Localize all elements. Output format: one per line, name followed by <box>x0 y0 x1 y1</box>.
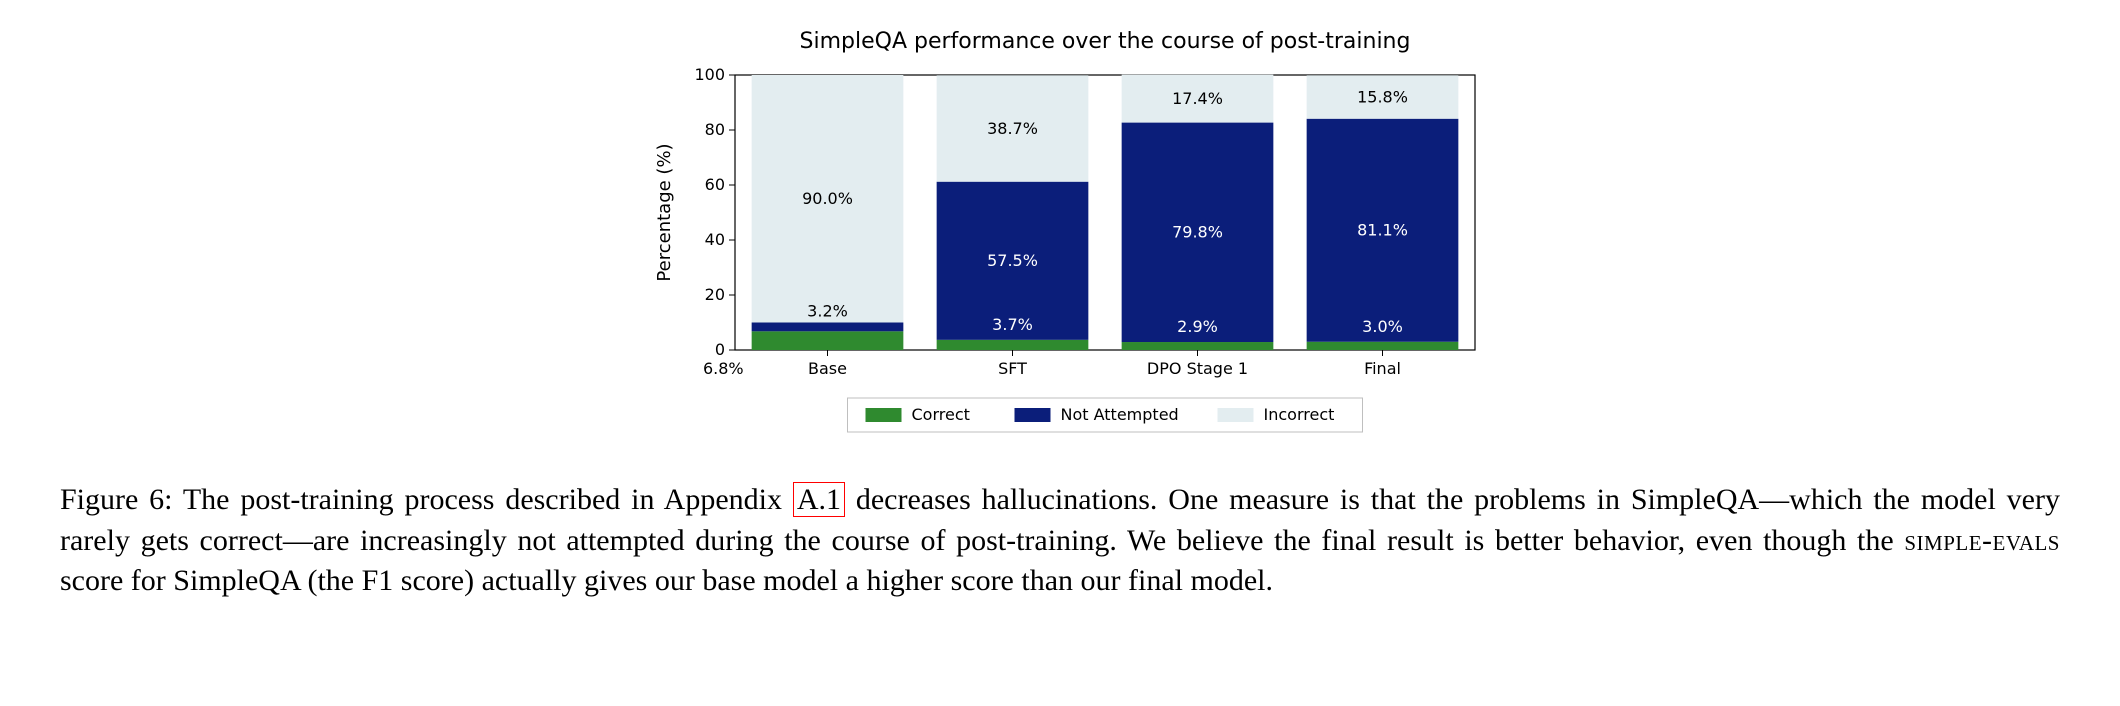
svg-text:2.9%: 2.9% <box>1177 317 1218 336</box>
figure-label: Figure 6: <box>60 483 173 516</box>
svg-text:Percentage (%): Percentage (%) <box>654 143 675 281</box>
svg-text:3.0%: 3.0% <box>1362 317 1403 336</box>
figure-6: SimpleQA performance over the course of … <box>60 20 2060 602</box>
svg-text:3.2%: 3.2% <box>807 302 848 321</box>
appendix-link[interactable]: A.1 <box>793 482 845 517</box>
chart-container: SimpleQA performance over the course of … <box>60 20 2060 450</box>
caption-text-1: The post-training process described in A… <box>173 483 793 516</box>
svg-text:3.7%: 3.7% <box>992 315 1033 334</box>
svg-text:Incorrect: Incorrect <box>1264 405 1335 424</box>
svg-text:SFT: SFT <box>998 359 1027 378</box>
svg-text:Final: Final <box>1364 359 1401 378</box>
svg-text:Base: Base <box>808 359 847 378</box>
svg-text:17.4%: 17.4% <box>1172 89 1223 108</box>
svg-text:79.8%: 79.8% <box>1172 223 1223 242</box>
caption-smallcaps: simple-evals <box>1904 524 2060 557</box>
svg-text:15.8%: 15.8% <box>1357 87 1408 106</box>
svg-text:38.7%: 38.7% <box>987 119 1038 138</box>
svg-text:80: 80 <box>705 120 725 139</box>
svg-text:Not Attempted: Not Attempted <box>1061 405 1179 424</box>
svg-text:SimpleQA performance over the: SimpleQA performance over the course of … <box>800 29 1411 54</box>
svg-text:Correct: Correct <box>912 405 970 424</box>
svg-text:DPO Stage 1: DPO Stage 1 <box>1147 359 1248 378</box>
figure-caption: Figure 6: The post-training process desc… <box>60 480 2060 602</box>
caption-text-3: score for SimpleQA (the F1 score) actual… <box>60 564 1273 597</box>
svg-text:0: 0 <box>715 340 725 359</box>
simpleqa-chart: SimpleQA performance over the course of … <box>560 20 1560 450</box>
svg-text:20: 20 <box>705 285 725 304</box>
svg-text:6.8%: 6.8% <box>703 359 744 378</box>
svg-text:57.5%: 57.5% <box>987 251 1038 270</box>
svg-text:81.1%: 81.1% <box>1357 221 1408 240</box>
svg-text:40: 40 <box>705 230 725 249</box>
svg-text:100: 100 <box>694 65 725 84</box>
svg-text:90.0%: 90.0% <box>802 189 853 208</box>
svg-text:60: 60 <box>705 175 725 194</box>
